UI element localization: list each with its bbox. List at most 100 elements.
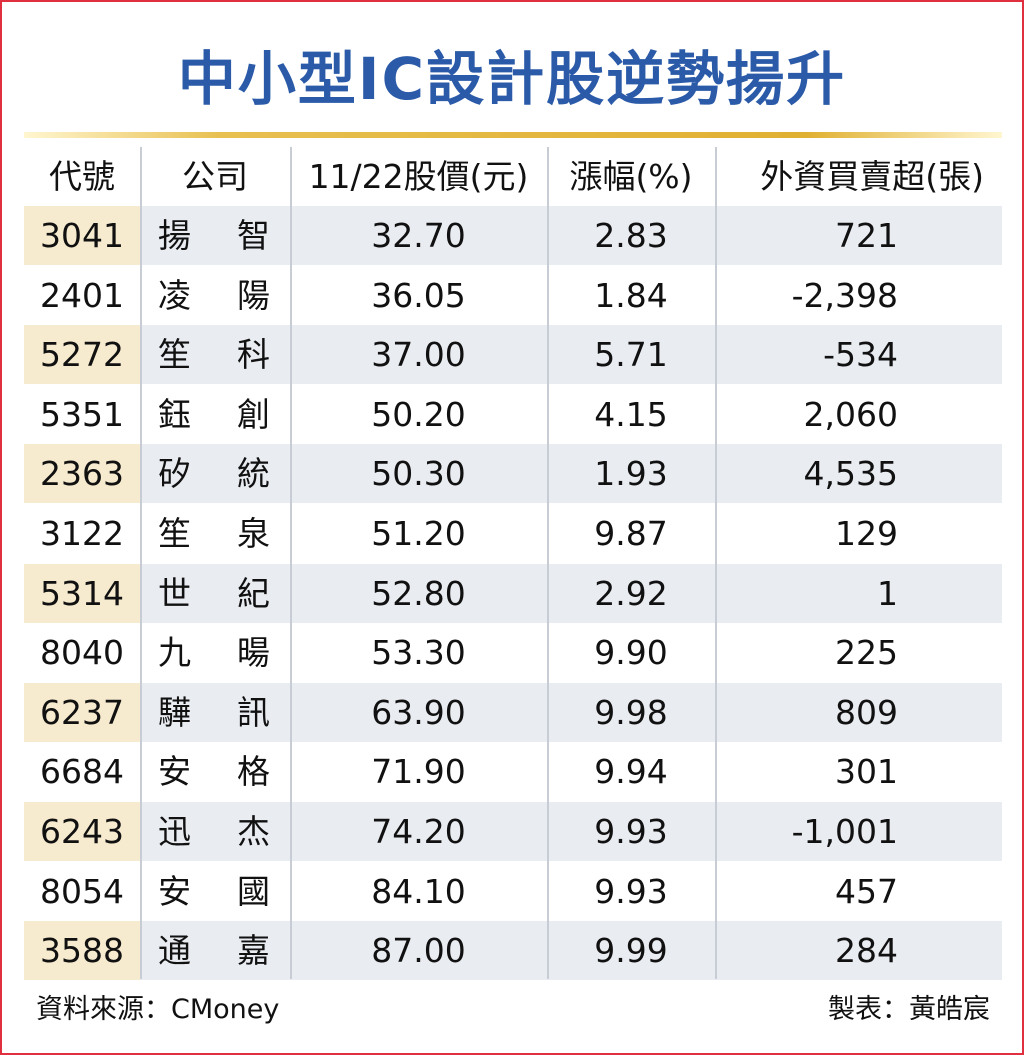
table-cell: 凌陽 (158, 275, 270, 315)
table-cell: 笙科 (158, 335, 270, 375)
table-cell: 74.20 (371, 812, 466, 851)
table-cell: 5272 (40, 335, 124, 375)
row-shade (24, 802, 140, 861)
table-row: 3041 揚智 32.70 2.83 721 (24, 206, 1002, 265)
row-shade (140, 682, 1002, 742)
header-row: 代號 公司 11/22股價(元) 漲幅(%) 外資買賣超(張) (24, 147, 1002, 206)
table-cell: 鈺創 (158, 394, 270, 434)
table-cell: -534 (823, 335, 898, 375)
table-cell: 1 (877, 573, 898, 613)
table-cell: 9.87 (594, 514, 668, 553)
row-shade (140, 325, 1002, 385)
table-cell: 225 (835, 633, 898, 673)
table-cell: 矽統 (158, 454, 270, 494)
table-cell: 6237 (40, 692, 124, 732)
table-cell: 9.94 (594, 752, 668, 792)
table-cell: -1,001 (791, 812, 898, 851)
row-shade (140, 921, 1002, 981)
table-cell: 301 (835, 752, 898, 792)
table-cell: 52.80 (371, 573, 466, 613)
table-cell: 通嘉 (158, 931, 270, 971)
table-cell: 2363 (40, 454, 124, 494)
table-cell: 2.83 (594, 216, 668, 255)
table-cell: 揚智 (158, 216, 270, 255)
table-cell: -2,398 (791, 275, 898, 315)
table-cell: 4.15 (594, 394, 668, 434)
table-row: 5351 鈺創 50.20 4.15 2,060 (24, 385, 1002, 444)
table-cell: 6243 (40, 812, 124, 851)
table-cell: 50.20 (371, 394, 466, 434)
table-cell: 4,535 (803, 454, 898, 494)
row-shade (24, 563, 140, 623)
table-row: 5272 笙科 37.00 5.71 -534 (24, 325, 1002, 385)
table-cell: 世紀 (158, 573, 270, 613)
table-cell: 6684 (40, 752, 124, 792)
row-shade (24, 444, 140, 504)
table-cell: 驊訊 (158, 692, 270, 732)
row-shade (24, 206, 140, 265)
table-cell: 457 (835, 871, 898, 911)
table-cell: 37.00 (371, 335, 466, 375)
table-row: 2401 凌陽 36.05 1.84 -2,398 (24, 266, 1002, 325)
table-row: 2363 矽統 50.30 1.93 4,535 (24, 444, 1002, 504)
table-row: 3588 通嘉 87.00 9.99 284 (24, 921, 1002, 981)
table-cell: 2401 (40, 275, 124, 315)
table-cell: 9.93 (594, 871, 668, 911)
table-cell: 284 (835, 931, 898, 971)
header-cell: 公司 (182, 157, 248, 196)
table-cell: 9.98 (594, 692, 668, 732)
row-shade (24, 325, 140, 385)
table-cell: 50.30 (371, 454, 466, 494)
table-cell: 安格 (158, 752, 270, 792)
table-row: 3122 笙泉 51.20 9.87 129 (24, 504, 1002, 563)
table-cell: 53.30 (371, 633, 466, 673)
row-shade (140, 206, 1002, 265)
table-row: 5314 世紀 52.80 2.92 1 (24, 563, 1002, 623)
table-cell: 5.71 (594, 335, 668, 375)
table-cell: 36.05 (371, 275, 466, 315)
title-rule (24, 132, 1002, 138)
title: 中小型IC設計股逆勢揚升 (177, 45, 847, 113)
table-cell: 71.90 (371, 752, 466, 792)
table-row: 8054 安國 84.10 9.93 457 (24, 862, 1002, 921)
source: 資料來源：CMoney (36, 994, 280, 1025)
table-cell: 九暘 (158, 633, 270, 673)
table-cell: 3588 (40, 931, 124, 971)
table-cell: 2,060 (803, 394, 898, 434)
row-shade (24, 682, 140, 742)
credit: 製表：黃皓宸 (828, 994, 990, 1025)
column-separator (547, 147, 549, 979)
column-separator (290, 147, 292, 979)
table-cell: 87.00 (371, 931, 466, 971)
table-cell: 8040 (40, 633, 124, 673)
table-row: 6684 安格 71.90 9.94 301 (24, 742, 1002, 801)
table-cell: 安國 (158, 871, 270, 911)
row-shade (140, 563, 1002, 623)
table-cell: 迅杰 (158, 812, 270, 851)
table-cell: 84.10 (371, 871, 466, 911)
table-row: 6237 驊訊 63.90 9.98 809 (24, 682, 1002, 742)
table-cell: 129 (835, 514, 898, 553)
column-separator (715, 147, 717, 979)
table-row: 6243 迅杰 74.20 9.93 -1,001 (24, 802, 1002, 861)
table-cell: 2.92 (594, 573, 668, 613)
table-cell: 32.70 (371, 216, 466, 255)
row-shade (140, 802, 1002, 861)
header-cell: 11/22股價(元) (308, 157, 529, 196)
header-cell: 代號 (49, 157, 115, 196)
row-shade (24, 921, 140, 981)
header-cell: 外資買賣超(張) (760, 157, 984, 196)
table-cell: 8054 (40, 871, 124, 911)
table-cell: 5314 (40, 573, 124, 613)
table-row: 8040 九暘 53.30 9.90 225 (24, 623, 1002, 682)
header-cell: 漲幅(%) (569, 157, 693, 196)
column-separator (140, 147, 142, 979)
table-cell: 笙泉 (158, 514, 270, 553)
table-cell: 9.93 (594, 812, 668, 851)
table-cell: 51.20 (371, 514, 466, 553)
table-cell: 3041 (40, 216, 124, 255)
table-cell: 721 (835, 216, 898, 255)
table-cell: 1.84 (594, 275, 668, 315)
table-cell: 63.90 (371, 692, 466, 732)
